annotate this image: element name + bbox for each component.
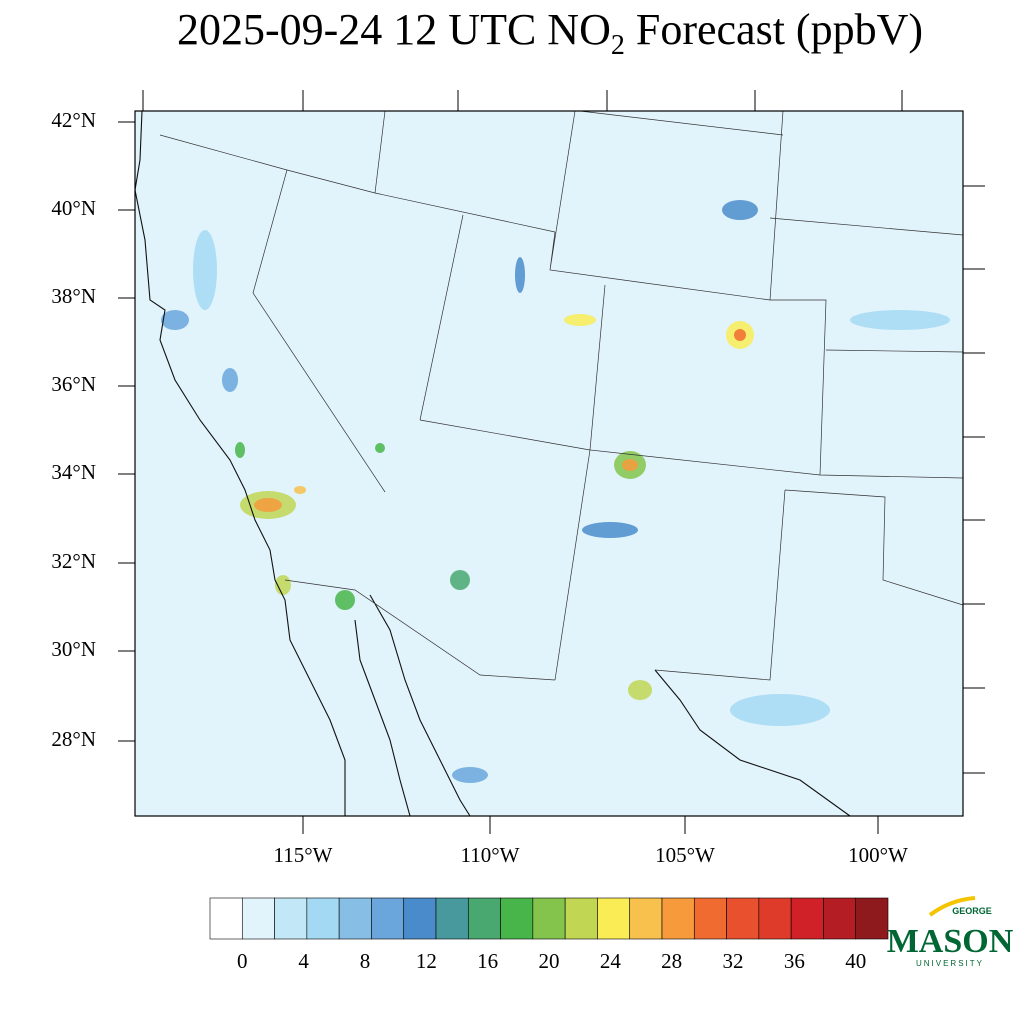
colorbar-label: 32: [723, 949, 744, 973]
colorbar-box: [726, 897, 760, 940]
colorbar-box: [693, 897, 727, 940]
lat-label: 32°N: [51, 549, 96, 573]
logo-bottom: UNIVERSITY: [916, 959, 984, 968]
colorbar-label: 8: [360, 949, 371, 973]
emission-blob: [582, 522, 638, 538]
lon-label: 110°W: [461, 843, 520, 867]
colorbar-box: [532, 897, 566, 940]
colorbar-label: 28: [661, 949, 682, 973]
colorbar-box: [338, 897, 372, 940]
emission-blob: [515, 257, 525, 293]
colorbar: 0 4 8 12 16 20 24 28 32 36 40: [209, 897, 889, 973]
logo-main: MASON: [887, 923, 1014, 960]
logo-swoosh: [928, 896, 976, 917]
emission-blob: [161, 310, 189, 330]
emission-blob: [450, 570, 470, 590]
emission-blob: [734, 329, 746, 341]
lat-label: 40°N: [51, 196, 96, 220]
emission-blob: [628, 680, 652, 700]
colorbar-box: [629, 897, 663, 940]
colorbar-label: 40: [845, 949, 866, 973]
colorbar-box: [758, 897, 792, 940]
colorbar-box: [371, 897, 405, 940]
logo-top: GEORGE: [952, 906, 992, 916]
colorbar-box: [564, 897, 598, 940]
colorbar-box: [597, 897, 631, 940]
emission-blob: [222, 368, 238, 392]
state-borders: [159, 110, 964, 681]
lat-label: 34°N: [51, 460, 96, 484]
colorbar-box: [209, 897, 243, 940]
lon-label: 100°W: [848, 843, 908, 867]
colorbar-box: [274, 897, 308, 940]
title: 2025-09-24 12 UTC NO2 Forecast (ppbV): [177, 5, 923, 61]
colorbar-box: [661, 897, 695, 940]
emission-blob: [730, 694, 830, 726]
colorbar-box: [435, 897, 469, 940]
lon-label: 115°W: [274, 843, 333, 867]
map-background: [135, 111, 963, 816]
lat-labels: 42°N 40°N 38°N 36°N 34°N 32°N 30°N 28°N: [51, 108, 985, 774]
map-frame: [134, 110, 964, 817]
emission-blob: [452, 767, 488, 783]
colorbar-box: [500, 897, 534, 940]
emission-blob: [622, 459, 638, 471]
emission-blob: [235, 442, 245, 458]
colorbar-box: [403, 897, 437, 940]
emission-blob: [335, 590, 355, 610]
emission-blob: [294, 486, 306, 494]
coastline: [134, 110, 851, 817]
colorbar-label: 0: [237, 949, 248, 973]
colorbar-box: [306, 897, 340, 940]
colorbar-box: [467, 897, 501, 940]
colorbar-box: [790, 897, 824, 940]
lat-label: 30°N: [51, 637, 96, 661]
logo: GEORGE MASON UNIVERSITY: [887, 896, 1014, 968]
emission-blob: [375, 443, 385, 453]
colorbar-label: 12: [416, 949, 437, 973]
colorbar-box: [855, 897, 889, 940]
colorbar-label: 24: [600, 949, 622, 973]
lon-label: 105°W: [655, 843, 715, 867]
lat-label: 38°N: [51, 284, 96, 308]
lat-label: 28°N: [51, 727, 96, 751]
emission-blob: [722, 200, 758, 220]
map: [134, 110, 964, 817]
emission-blob: [850, 310, 950, 330]
lat-label: 42°N: [51, 108, 96, 132]
emission-blob: [193, 230, 217, 310]
colorbar-label: 16: [477, 949, 498, 973]
colorbar-box: [823, 897, 857, 940]
lat-label: 36°N: [51, 372, 96, 396]
colorbar-label: 20: [539, 949, 560, 973]
emission-blob: [254, 498, 282, 512]
colorbar-label: 4: [298, 949, 309, 973]
colorbar-label: 36: [784, 949, 805, 973]
emission-blob: [564, 314, 596, 326]
colorbar-box: [241, 897, 275, 940]
lon-labels: 115°W 110°W 105°W 100°W: [142, 90, 908, 867]
